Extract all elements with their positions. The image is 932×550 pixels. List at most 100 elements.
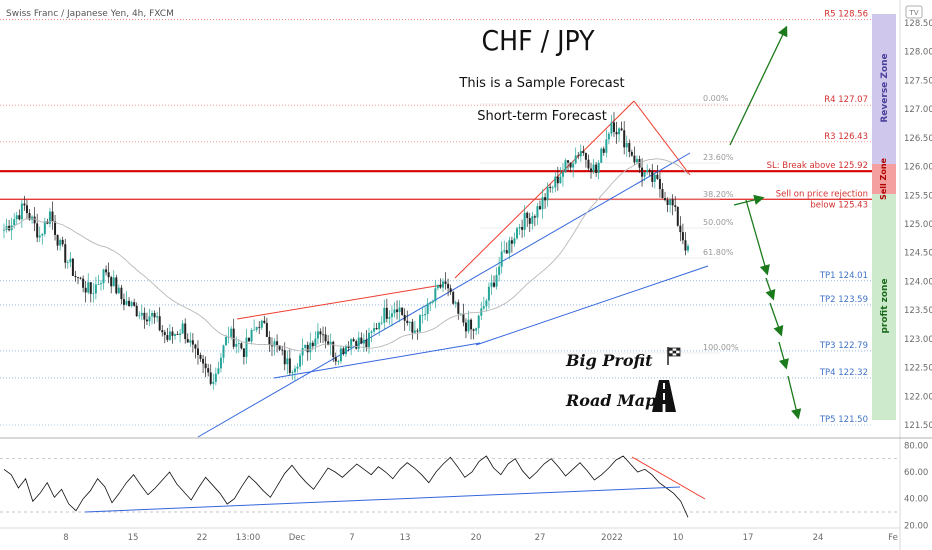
candle-body [265, 322, 268, 337]
candle-body [329, 341, 332, 346]
candle-body [278, 345, 281, 350]
candle-body [538, 206, 541, 210]
time-tick-label: 13 [400, 533, 411, 543]
candle-body [419, 315, 422, 332]
candle-body [212, 381, 215, 384]
big-profit-label: Big Profit [565, 351, 653, 370]
candle-body [148, 316, 151, 322]
road-map-label: Road Map [565, 391, 656, 410]
time-tick-label: 20 [471, 533, 482, 543]
candle-body [679, 225, 682, 233]
sell-zone [872, 164, 896, 194]
candle-body [232, 328, 235, 347]
candle-body [641, 167, 644, 177]
rsi-support-line [84, 486, 681, 513]
candle-body [554, 176, 557, 188]
candle-body [332, 341, 335, 358]
level-label: SL: Break above 125.92 [767, 161, 868, 171]
forecast-arrow [729, 25, 788, 146]
candle-body [268, 336, 271, 345]
price-tick-label: 126.00 [904, 163, 932, 173]
candle-body [643, 172, 646, 177]
rsi-tick-label: 80.00 [904, 441, 928, 451]
candle-body [447, 283, 450, 289]
level-label: TP4 122.32 [819, 368, 868, 378]
candle-body [408, 321, 411, 323]
candle-body [393, 309, 396, 314]
candle-body [623, 130, 626, 148]
candle-body [630, 151, 633, 156]
tradingview-logo-icon: TV [905, 5, 923, 19]
candle-body [120, 287, 123, 300]
candle-body [117, 287, 120, 294]
candle-body [59, 239, 62, 246]
candle-body [138, 315, 141, 317]
candle-body [151, 312, 154, 317]
price-tick-label: 127.50 [904, 76, 932, 86]
candle-body [337, 361, 340, 363]
candle-body [288, 358, 291, 373]
candle-body [179, 333, 182, 335]
level-label: TP5 121.50 [819, 415, 868, 425]
candle-body [166, 335, 169, 340]
candle-body [477, 315, 480, 329]
candle-body [181, 323, 184, 334]
candle-body [105, 269, 108, 273]
checkered-flag-icon [667, 347, 681, 365]
candle-body [296, 366, 299, 369]
candle-body [475, 328, 478, 331]
candle-body [94, 284, 97, 294]
chart-title: CHF / JPY [482, 24, 596, 57]
candle-body [493, 282, 496, 287]
candle-body [528, 218, 531, 224]
candle-body [209, 372, 212, 384]
candle-body [370, 331, 373, 333]
support-trendline [273, 342, 481, 379]
price-tick-label: 125.00 [904, 220, 932, 230]
candle-body [467, 319, 470, 332]
candle-body [3, 229, 5, 231]
candle-body [444, 281, 447, 284]
candle-body [671, 199, 674, 206]
fib-label: 0.00% [703, 94, 729, 103]
candle-body [620, 128, 623, 131]
time-tick-label: Dec [289, 533, 306, 543]
candle-body [684, 240, 687, 251]
candle-body [61, 239, 64, 245]
candle-body [71, 258, 74, 276]
candle-body [656, 174, 659, 179]
candle-body [559, 176, 562, 184]
candle-body [13, 219, 16, 226]
candle-body [143, 312, 146, 320]
candle-body [163, 332, 166, 336]
price-tick-label: 123.50 [904, 306, 932, 316]
candle-body [518, 226, 521, 229]
candle-body [628, 143, 631, 152]
candle-body [401, 307, 404, 315]
time-tick-label: 10 [673, 533, 684, 543]
candle-body [51, 211, 54, 222]
candle-body [102, 269, 105, 284]
candle-body [283, 350, 286, 365]
candle-body [434, 288, 437, 302]
candle-body [352, 339, 355, 342]
candle-body [191, 340, 194, 345]
candle-body [281, 349, 284, 351]
time-tick-label: 24 [813, 533, 824, 543]
forecast-arrow [778, 341, 789, 370]
candle-body [470, 319, 473, 330]
candle-body [638, 159, 641, 168]
candle-body [378, 322, 381, 330]
candle-body [449, 288, 452, 292]
candle-body [531, 216, 534, 224]
candle-body [276, 341, 279, 346]
candle-body [424, 313, 427, 316]
rsi-tick-label: 40.00 [904, 495, 928, 505]
candle-body [406, 320, 409, 323]
candle-body [567, 160, 570, 163]
candle-body [23, 203, 26, 206]
candle-body [674, 205, 677, 207]
candle-body [564, 160, 567, 172]
candle-body [367, 332, 370, 348]
level-label: Sell on price rejection [776, 189, 868, 199]
